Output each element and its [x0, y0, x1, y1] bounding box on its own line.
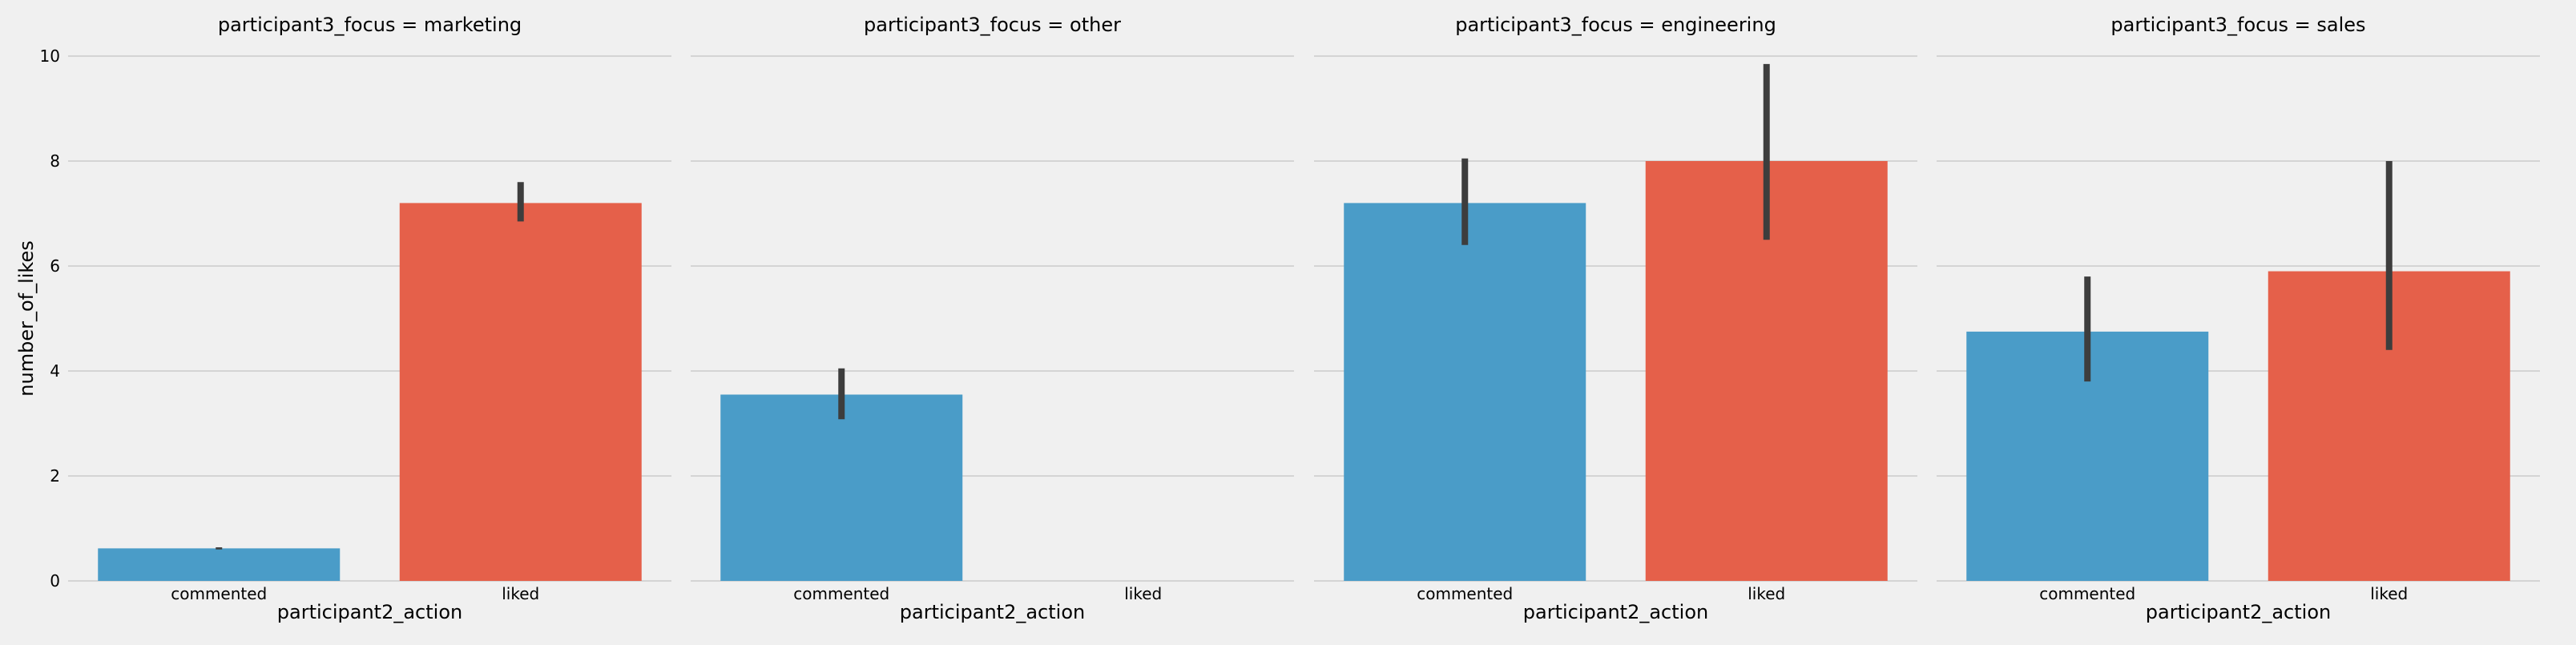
- x-tick-label: liked: [502, 584, 539, 603]
- y-tick-label: 2: [50, 466, 60, 486]
- y-tick-label: 0: [50, 571, 60, 591]
- bar-liked: [399, 203, 642, 581]
- y-tick-label: 10: [40, 46, 60, 66]
- facet-title: participant3_focus = other: [864, 14, 1121, 36]
- x-tick-label: liked: [1124, 584, 1162, 603]
- facet-title: participant3_focus = engineering: [1455, 14, 1776, 36]
- facet-panel: participant3_focus = marketing commented l…: [68, 14, 671, 623]
- facet-panel: participant3_focus = other commented liked…: [691, 14, 1294, 623]
- x-axis-label: participant2_action: [277, 601, 462, 623]
- x-tick-label: commented: [2039, 584, 2135, 603]
- x-tick-label: liked: [1748, 584, 1785, 603]
- x-axis-label: participant2_action: [900, 601, 1085, 623]
- y-tick-label: 6: [50, 256, 60, 276]
- y-tick-label: 4: [50, 361, 60, 381]
- x-axis-label: participant2_action: [2146, 601, 2331, 623]
- x-axis-label: participant2_action: [1523, 601, 1708, 623]
- x-tick-label: commented: [171, 584, 267, 603]
- y-tick-label: 8: [50, 151, 60, 171]
- facet-title: participant3_focus = sales: [2110, 14, 2365, 36]
- x-tick-label: commented: [793, 584, 889, 603]
- y-axis-label: number_of_likes: [15, 240, 38, 396]
- x-tick-label: commented: [1417, 584, 1513, 603]
- facet-panel: participant3_focus = sales commented liked…: [1937, 14, 2540, 623]
- bar-commented: [98, 548, 341, 581]
- facet-panel: participant3_focus = engineering commente…: [1314, 14, 1917, 623]
- bar-commented: [1344, 203, 1586, 581]
- facet-title: participant3_focus = marketing: [218, 14, 522, 36]
- x-tick-label: liked: [2370, 584, 2408, 603]
- bar-commented: [720, 394, 963, 581]
